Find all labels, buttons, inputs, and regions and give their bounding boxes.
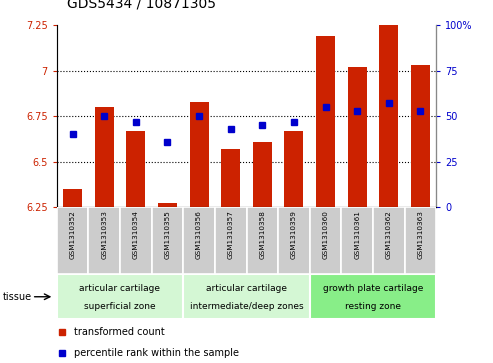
Bar — [278, 207, 310, 274]
Bar — [126, 131, 145, 207]
Bar — [158, 203, 177, 207]
Text: percentile rank within the sample: percentile rank within the sample — [74, 348, 239, 358]
Bar — [341, 207, 373, 274]
Bar — [95, 107, 113, 207]
Bar — [405, 207, 436, 274]
Text: growth plate cartilage: growth plate cartilage — [323, 284, 423, 293]
Bar — [221, 149, 240, 207]
Text: GSM1310357: GSM1310357 — [228, 210, 234, 259]
Bar — [411, 65, 430, 207]
Bar — [57, 274, 183, 319]
Text: intermediate/deep zones: intermediate/deep zones — [190, 302, 303, 311]
Text: GSM1310353: GSM1310353 — [101, 210, 107, 259]
Text: transformed count: transformed count — [74, 327, 165, 337]
Bar — [380, 25, 398, 207]
Bar — [284, 131, 304, 207]
Text: GDS5434 / 10871305: GDS5434 / 10871305 — [67, 0, 215, 11]
Bar — [183, 207, 215, 274]
Text: resting zone: resting zone — [345, 302, 401, 311]
Bar — [88, 207, 120, 274]
Text: GSM1310359: GSM1310359 — [291, 210, 297, 259]
Bar — [310, 274, 436, 319]
Text: GSM1310356: GSM1310356 — [196, 210, 202, 259]
Text: GSM1310358: GSM1310358 — [259, 210, 265, 259]
Bar — [183, 274, 310, 319]
Bar — [189, 102, 209, 207]
Bar — [310, 207, 341, 274]
Bar — [348, 67, 367, 207]
Bar — [120, 207, 152, 274]
Text: superficial zone: superficial zone — [84, 302, 156, 311]
Text: GSM1310361: GSM1310361 — [354, 210, 360, 259]
Bar — [253, 142, 272, 207]
Bar — [63, 189, 82, 207]
Text: GSM1310354: GSM1310354 — [133, 210, 139, 259]
Bar — [57, 207, 88, 274]
Text: GSM1310362: GSM1310362 — [386, 210, 392, 259]
Text: GSM1310352: GSM1310352 — [70, 210, 75, 259]
Bar — [316, 36, 335, 207]
Text: GSM1310363: GSM1310363 — [418, 210, 423, 259]
Bar — [373, 207, 405, 274]
Bar — [215, 207, 246, 274]
Text: articular cartilage: articular cartilage — [79, 284, 160, 293]
Text: GSM1310355: GSM1310355 — [164, 210, 171, 259]
Bar — [152, 207, 183, 274]
Text: tissue: tissue — [2, 292, 32, 302]
Text: GSM1310360: GSM1310360 — [322, 210, 329, 259]
Text: articular cartilage: articular cartilage — [206, 284, 287, 293]
Bar — [246, 207, 278, 274]
